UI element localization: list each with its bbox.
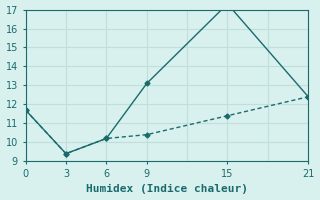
X-axis label: Humidex (Indice chaleur): Humidex (Indice chaleur): [86, 184, 248, 194]
